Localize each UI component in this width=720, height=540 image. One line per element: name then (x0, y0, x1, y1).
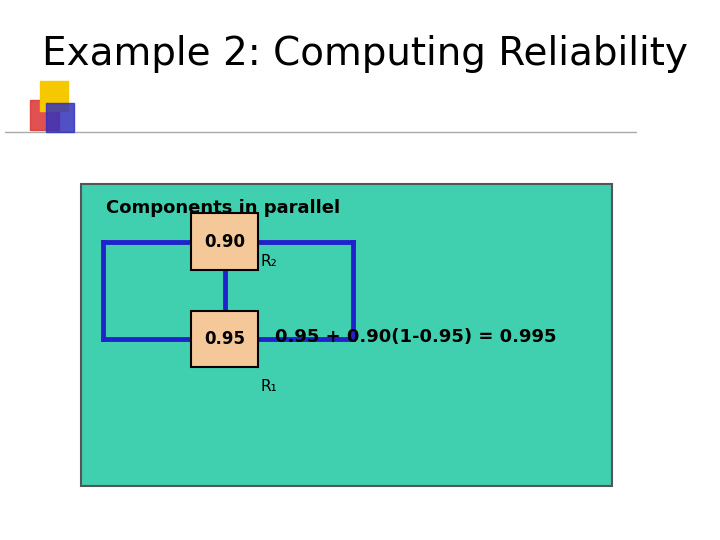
Text: 0.95: 0.95 (204, 330, 245, 348)
Bar (46, 103, 74, 132)
Text: 0.95 + 0.90(1-0.95) = 0.995: 0.95 + 0.90(1-0.95) = 0.995 (275, 328, 557, 347)
Bar (30, 100, 58, 130)
Text: R₁: R₁ (261, 379, 278, 394)
FancyBboxPatch shape (192, 310, 258, 367)
Text: 0.90: 0.90 (204, 233, 245, 251)
FancyBboxPatch shape (192, 213, 258, 270)
FancyBboxPatch shape (81, 184, 612, 486)
Bar (40, 81, 68, 111)
Text: R₂: R₂ (261, 254, 278, 269)
Text: Example 2: Computing Reliability: Example 2: Computing Reliability (42, 35, 688, 73)
Text: Components in parallel: Components in parallel (106, 199, 340, 217)
